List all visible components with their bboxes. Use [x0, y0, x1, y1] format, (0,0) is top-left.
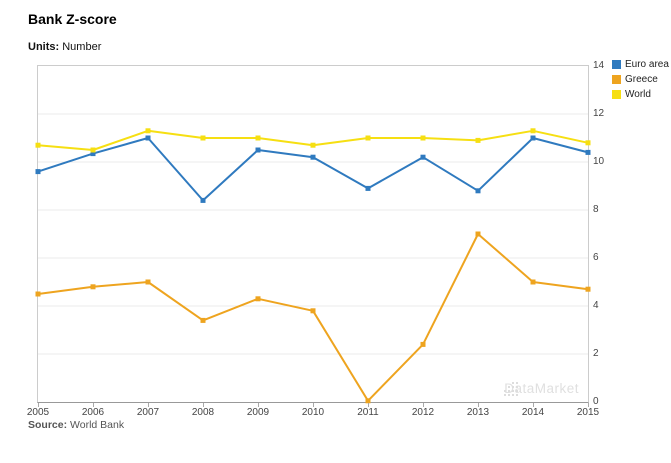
data-point-world — [145, 128, 151, 134]
legend-label: Greece — [625, 74, 658, 85]
data-point-world — [255, 135, 261, 141]
data-point-euro_area — [35, 169, 41, 175]
legend: Euro area Greece World — [612, 57, 669, 102]
x-tick-label: 2007 — [136, 407, 160, 418]
legend-swatch-icon — [612, 90, 621, 99]
watermark: DataMarket — [504, 381, 579, 396]
data-point-world — [310, 142, 316, 148]
data-point-greece — [310, 308, 316, 314]
data-point-world — [420, 135, 426, 141]
y-tick-label: 10 — [593, 156, 605, 167]
x-tick-mark — [148, 403, 149, 407]
x-tick-label: 2008 — [191, 407, 215, 418]
units-value: Number — [62, 41, 102, 53]
x-tick-label: 2013 — [466, 407, 490, 418]
data-point-euro_area — [90, 151, 96, 157]
series-line-greece — [37, 233, 589, 402]
x-tick-mark — [203, 403, 204, 407]
data-point-euro_area — [420, 154, 426, 160]
x-tick-mark — [533, 403, 534, 407]
units-label: Units: — [28, 41, 63, 53]
x-tick-label: 2009 — [246, 407, 270, 418]
y-tick-label: 14 — [593, 60, 605, 71]
x-tick-mark — [588, 403, 589, 407]
x-tick-label: 2011 — [357, 407, 379, 418]
data-point-euro_area — [145, 135, 151, 141]
datamarket-logo-icon — [504, 382, 519, 396]
y-tick-label: 8 — [593, 204, 599, 215]
data-point-world — [530, 128, 536, 134]
legend-swatch-icon — [612, 60, 621, 69]
x-tick-label: 2015 — [576, 407, 600, 418]
data-point-euro_area — [255, 147, 261, 153]
chart-title: Bank Z-score — [28, 11, 117, 27]
source-label: Source: — [28, 419, 71, 431]
units-line: Units: Number — [28, 41, 101, 53]
watermark-text: DataMarket — [504, 381, 579, 396]
plot-area: DataMarket — [35, 65, 591, 404]
source-line: Source: World Bank — [28, 419, 124, 431]
data-point-euro_area — [475, 188, 481, 194]
x-tick-label: 2006 — [81, 407, 105, 418]
x-tick-label: 2012 — [411, 407, 435, 418]
data-point-world — [585, 140, 591, 146]
y-tick-label: 6 — [593, 252, 599, 263]
x-tick-mark — [478, 403, 479, 407]
x-tick-mark — [313, 403, 314, 407]
legend-item-world: World — [612, 87, 669, 102]
x-tick-mark — [93, 403, 94, 407]
legend-label: World — [625, 89, 651, 100]
data-point-world — [90, 147, 96, 153]
data-point-greece — [90, 284, 96, 290]
data-point-euro_area — [200, 197, 206, 203]
x-tick-mark — [258, 403, 259, 407]
y-tick-label: 0 — [593, 396, 599, 407]
legend-label: Euro area — [625, 59, 669, 70]
data-point-euro_area — [530, 135, 536, 141]
data-point-world — [475, 137, 481, 143]
data-point-greece — [35, 291, 41, 297]
y-tick-label: 4 — [593, 300, 599, 311]
legend-item-greece: Greece — [612, 72, 669, 87]
chart-plot — [35, 113, 591, 404]
data-point-greece — [200, 317, 206, 323]
data-point-euro_area — [585, 149, 591, 155]
legend-item-euro_area: Euro area — [612, 57, 669, 72]
x-tick-mark — [368, 403, 369, 407]
data-point-greece — [365, 398, 371, 404]
data-point-greece — [530, 279, 536, 285]
data-point-world — [365, 135, 371, 141]
y-tick-label: 12 — [593, 108, 605, 119]
data-point-greece — [585, 286, 591, 292]
data-point-greece — [475, 231, 481, 237]
x-tick-label: 2014 — [521, 407, 545, 418]
x-tick-label: 2005 — [26, 407, 50, 418]
legend-swatch-icon — [612, 75, 621, 84]
data-point-greece — [145, 279, 151, 285]
data-point-world — [200, 135, 206, 141]
data-point-euro_area — [365, 185, 371, 191]
data-point-greece — [255, 296, 261, 302]
data-point-euro_area — [310, 154, 316, 160]
source-value: World Bank — [70, 419, 125, 431]
data-point-world — [35, 142, 41, 148]
data-point-greece — [420, 341, 426, 347]
y-tick-label: 2 — [593, 348, 599, 359]
x-tick-label: 2010 — [301, 407, 325, 418]
x-tick-mark — [38, 403, 39, 407]
x-tick-mark — [423, 403, 424, 407]
